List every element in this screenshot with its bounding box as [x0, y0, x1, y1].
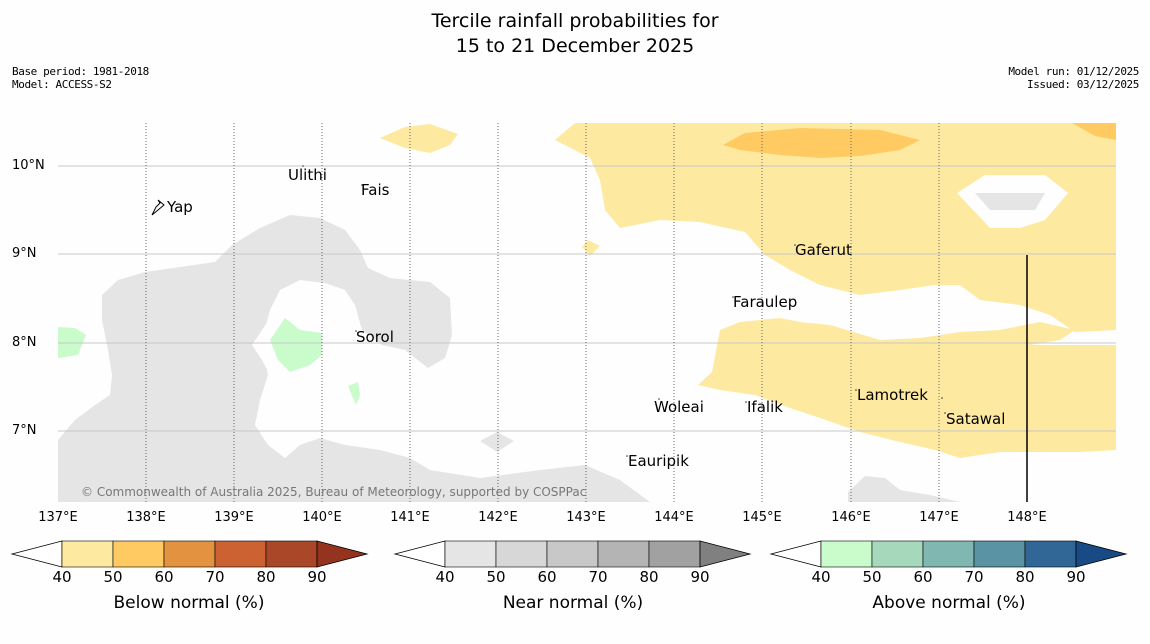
colorbar-segment [922, 540, 975, 568]
below-normal-deep [723, 128, 920, 158]
issued-date: Issued: 03/12/2025 [1026, 78, 1139, 91]
colorbar-segment [444, 540, 497, 568]
near-normal-diamond [480, 432, 514, 452]
lat-label-10n: 10°N [12, 158, 45, 173]
colorbar-segment [495, 540, 548, 568]
lat-label-7n: 7°N [12, 423, 37, 438]
lon-label-141e: 141°E [390, 510, 430, 525]
colorbar-segment [112, 540, 165, 568]
lon-label-146e: 146°E [831, 510, 871, 525]
island-label-satawal: Satawal [946, 410, 1006, 428]
colorbar-segment [265, 540, 318, 568]
island-label-ulithi: Ulithi [288, 166, 327, 184]
colorbar-segment [214, 540, 267, 568]
above-normal-patch [270, 318, 322, 372]
below-normal-deep-ne [1072, 123, 1116, 140]
island-label-gaferut: Gaferut [795, 241, 852, 259]
map-title-line2: 15 to 21 December 2025 [455, 35, 695, 57]
colorbar-tick-label: 40 [52, 568, 72, 586]
colorbar-under-triangle [10, 540, 63, 568]
lon-label-139e: 139°E [214, 510, 254, 525]
island-label-fais: Fais [361, 181, 390, 199]
near-normal-region-west [58, 215, 650, 502]
island-label-faraulep: Faraulep [733, 293, 798, 311]
colorbar-tick-label: 40 [435, 568, 455, 586]
colorbar-segment [1024, 540, 1077, 568]
yap-island-shape [151, 199, 165, 216]
lat-label-9n: 9°N [12, 246, 37, 261]
colorbar-over-triangle [699, 540, 752, 568]
colorbar-tick-label: 60 [537, 568, 557, 586]
colorbar-segment [597, 540, 650, 568]
colorbar-over-triangle [316, 540, 369, 568]
colorbar-tick-label: 90 [307, 568, 327, 586]
colorbar-tick-label: 50 [862, 568, 882, 586]
probability-layers [58, 123, 1116, 502]
lon-label-148e: 148°E [1007, 510, 1047, 525]
below-normal-region-east [555, 123, 1116, 332]
meta-right: Model run: 01/12/2025 Issued: 03/12/2025 [1008, 65, 1139, 91]
base-period: Base period: 1981-2018 [12, 65, 149, 78]
colorbar-tick-label: 50 [103, 568, 123, 586]
colorbar-under-triangle [393, 540, 446, 568]
ne-grey-patch [975, 193, 1045, 210]
lon-label-145e: 145°E [742, 510, 782, 525]
island-label-lamotrek: Lamotrek [857, 386, 928, 404]
below-normal-patch-north [380, 124, 458, 153]
near-normal-region-southeast [848, 476, 960, 502]
colorbar-tick-label: 90 [690, 568, 710, 586]
longitude-gridlines [145, 123, 940, 502]
colorbar-segment [61, 540, 114, 568]
colorbar-above-normal [769, 540, 1128, 568]
colorbar-tick-label: 80 [256, 568, 276, 586]
colorbar-tick-label: 80 [1015, 568, 1035, 586]
below-normal-region-south [698, 318, 1116, 458]
colorbar-label-near-normal: Near normal (%) [502, 593, 644, 613]
model-run: Model run: 01/12/2025 [1008, 65, 1139, 78]
lon-label-137e: 137°E [38, 510, 78, 525]
island-label-eauripik: Eauripik [628, 452, 689, 470]
colorbar-tick-label: 70 [588, 568, 608, 586]
colorbar-segment [871, 540, 924, 568]
colorbar-segment [546, 540, 599, 568]
colorbar-tick-label: 60 [913, 568, 933, 586]
colorbar-tick-label: 70 [964, 568, 984, 586]
island-label-ifalik: Ifalik [747, 398, 783, 416]
colorbar-tick-label: 90 [1066, 568, 1086, 586]
copyright-notice: © Commonwealth of Australia 2025, Bureau… [81, 485, 587, 499]
colorbar-segment [648, 540, 701, 568]
colorbar-segment [973, 540, 1026, 568]
colorbar-tick-label: 60 [154, 568, 174, 586]
lon-label-143e: 143°E [566, 510, 606, 525]
colorbar-tick-label: 50 [486, 568, 506, 586]
meta-left: Base period: 1981-2018 Model: ACCESS-S2 [12, 65, 149, 91]
colorbar-over-triangle [1075, 540, 1128, 568]
lon-label-144e: 144°E [654, 510, 694, 525]
lon-label-142e: 142°E [478, 510, 518, 525]
colorbar-below-normal [10, 540, 369, 568]
lon-label-147e: 147°E [919, 510, 959, 525]
colorbar-segment [163, 540, 216, 568]
colorbar-under-triangle [769, 540, 822, 568]
lon-label-140e: 140°E [302, 510, 342, 525]
colorbar-near-normal [393, 540, 752, 568]
colorbar-tick-label: 40 [811, 568, 831, 586]
lon-label-138e: 138°E [126, 510, 166, 525]
island-markers [302, 165, 946, 457]
island-label-yap: Yap [167, 198, 193, 216]
lat-label-8n: 8°N [12, 335, 37, 350]
colorbar-label-above-normal: Above normal (%) [872, 593, 1026, 613]
colorbar-label-below-normal: Below normal (%) [113, 593, 265, 613]
island-label-woleai: Woleai [654, 398, 704, 416]
colorbar-segment [820, 540, 873, 568]
above-normal-patch-small [348, 382, 360, 405]
model-name: Model: ACCESS-S2 [12, 78, 112, 91]
colorbar-tick-label: 80 [639, 568, 659, 586]
island-label-sorol: Sorol [356, 328, 394, 346]
map-title-line1: Tercile rainfall probabilities for [431, 10, 719, 32]
colorbar-tick-label: 70 [205, 568, 225, 586]
